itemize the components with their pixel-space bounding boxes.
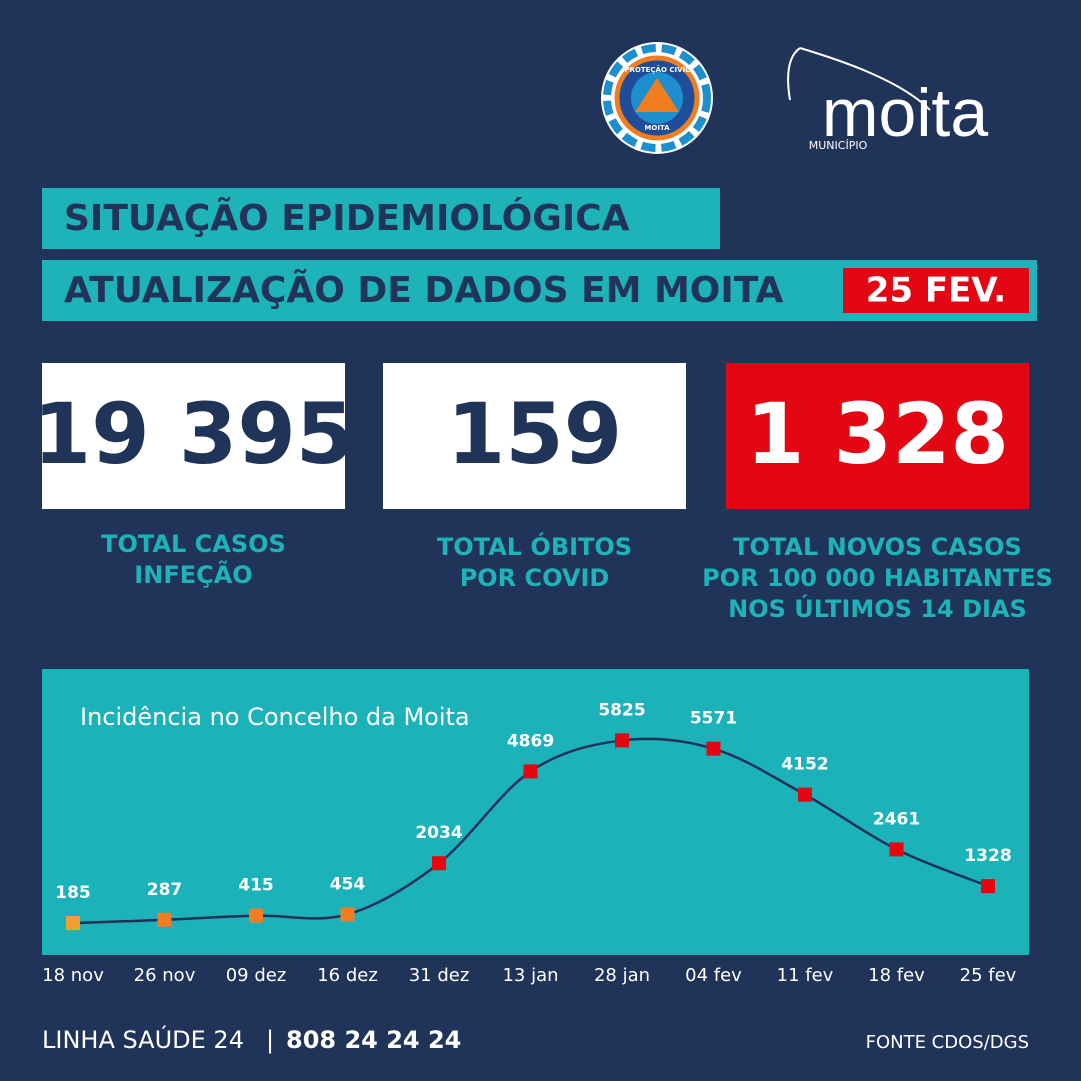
data-label: 5825 bbox=[598, 700, 645, 720]
x-tick-label: 18 nov bbox=[42, 965, 104, 986]
data-label: 5571 bbox=[690, 709, 737, 729]
data-label: 4152 bbox=[781, 755, 828, 775]
x-tick-label: 25 fev bbox=[960, 965, 1017, 986]
data-label: 2461 bbox=[873, 809, 920, 829]
marker bbox=[249, 908, 263, 923]
marker bbox=[889, 842, 904, 857]
stat-box bbox=[383, 363, 686, 509]
data-label: 185 bbox=[55, 883, 91, 903]
x-tick-label: 11 fev bbox=[777, 965, 834, 986]
x-tick-label: 16 dez bbox=[317, 965, 378, 986]
stat-label: POR 100 000 HABITANTES bbox=[702, 564, 1053, 592]
hotline-number: 808 24 24 24 bbox=[286, 1026, 461, 1054]
stat-value: 1 328 bbox=[746, 385, 1009, 483]
marker bbox=[798, 787, 812, 802]
data-label: 1328 bbox=[964, 846, 1011, 866]
x-tick-label: 04 fev bbox=[685, 965, 742, 986]
separator: | bbox=[266, 1026, 274, 1054]
date-box bbox=[843, 268, 1029, 313]
municipality-name: moita bbox=[822, 75, 988, 151]
stat-label: TOTAL CASOS bbox=[101, 530, 286, 558]
data-label: 454 bbox=[330, 874, 366, 894]
marker bbox=[340, 907, 355, 922]
stat-label: NOS ÚLTIMOS 14 DIAS bbox=[728, 593, 1027, 623]
data-label: 287 bbox=[147, 880, 183, 900]
stat-value: 19 395 bbox=[33, 385, 354, 483]
chart-panel bbox=[42, 669, 1029, 955]
source: FONTE CDOS/DGS bbox=[866, 1032, 1029, 1053]
stat-box bbox=[42, 363, 345, 509]
stat-value: 159 bbox=[447, 385, 622, 483]
x-tick-label: 18 fev bbox=[868, 965, 925, 986]
civil-protection-logo: PROTEÇÃO CIVIL MOITA bbox=[601, 42, 713, 154]
badge-bottom: MOITA bbox=[644, 124, 670, 132]
stat-box bbox=[726, 363, 1029, 509]
chart-title: Incidência no Concelho da Moita bbox=[80, 703, 470, 731]
data-label: 4869 bbox=[507, 731, 554, 751]
data-label: 2034 bbox=[415, 823, 462, 843]
title-box bbox=[42, 188, 720, 249]
municipality-caption: MUNICÍPIO bbox=[809, 139, 868, 152]
marker bbox=[981, 879, 995, 894]
x-tick-label: 13 jan bbox=[502, 965, 558, 986]
stat-label: POR COVID bbox=[460, 564, 610, 592]
stat-label: INFEÇÃO bbox=[134, 560, 252, 589]
marker bbox=[706, 741, 721, 756]
x-tick-label: 26 nov bbox=[134, 965, 196, 986]
stat-label: TOTAL NOVOS CASOS bbox=[733, 533, 1022, 561]
marker bbox=[523, 764, 538, 779]
subtitle: ATUALIZAÇÃO DE DADOS EM MOITA bbox=[64, 269, 784, 311]
x-tick-label: 31 dez bbox=[409, 965, 470, 986]
municipality-logo: moita MUNICÍPIO bbox=[787, 47, 988, 152]
marker bbox=[66, 916, 80, 931]
x-tick-label: 28 jan bbox=[594, 965, 650, 986]
stat-label: TOTAL ÓBITOS bbox=[437, 531, 632, 561]
badge-top: PROTEÇÃO CIVIL bbox=[624, 65, 690, 74]
hotline-label: LINHA SAÚDE 24 bbox=[42, 1024, 244, 1054]
marker bbox=[615, 733, 629, 748]
marker bbox=[432, 856, 446, 871]
title: SITUAÇÃO EPIDEMIOLÓGICA bbox=[64, 197, 630, 239]
date: 25 FEV. bbox=[866, 271, 1006, 311]
data-label: 415 bbox=[238, 876, 274, 896]
marker bbox=[157, 912, 172, 927]
x-tick-label: 09 dez bbox=[226, 965, 287, 986]
